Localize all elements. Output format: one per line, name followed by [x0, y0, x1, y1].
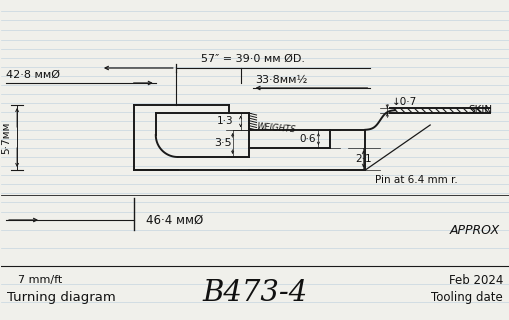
- Text: Feb 2024: Feb 2024: [448, 274, 503, 286]
- Text: APPROX: APPROX: [450, 223, 500, 236]
- Text: 0·6: 0·6: [299, 134, 316, 144]
- Text: B473-4: B473-4: [202, 279, 307, 307]
- Text: SKIN: SKIN: [468, 105, 492, 115]
- Text: Pin at 6.4 mm r.: Pin at 6.4 mm r.: [375, 175, 458, 185]
- Text: 7 mm/ft: 7 mm/ft: [18, 275, 62, 285]
- Text: WEIGHTS: WEIGHTS: [256, 122, 295, 134]
- Text: 5·7мм: 5·7мм: [1, 122, 11, 154]
- Text: ↓0·7: ↓0·7: [392, 97, 417, 107]
- Text: 3·5: 3·5: [214, 138, 232, 148]
- Text: 46·4 ммØ: 46·4 ммØ: [146, 213, 203, 227]
- Text: 33·8мм½: 33·8мм½: [256, 75, 308, 85]
- Text: 1·3: 1·3: [216, 116, 233, 126]
- Text: 42·8 ммØ: 42·8 ммØ: [6, 70, 60, 80]
- Text: Turning diagram: Turning diagram: [7, 292, 116, 305]
- Text: 2·1: 2·1: [355, 154, 372, 164]
- Text: 57″ = 39·0 мм ØD.: 57″ = 39·0 мм ØD.: [201, 54, 305, 64]
- Text: Tooling date: Tooling date: [431, 292, 503, 305]
